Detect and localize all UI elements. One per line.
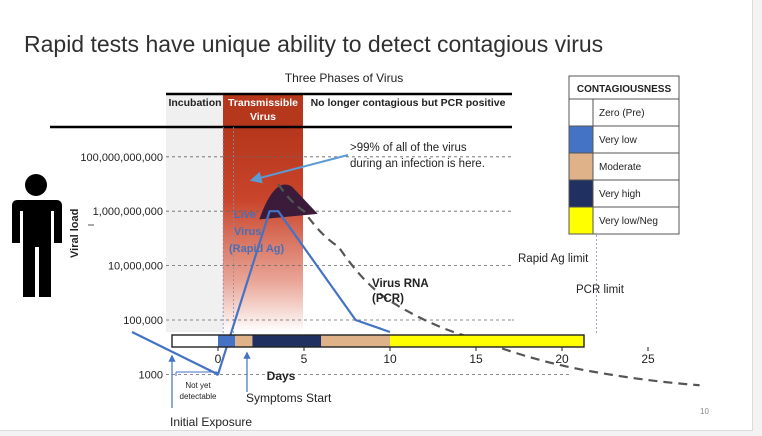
timeline-segment [235, 335, 253, 347]
legend-item-label: Very low/Neg [599, 216, 658, 227]
legend-swatch [568, 179, 594, 208]
legend-item-label: Zero (Pre) [599, 108, 645, 119]
phase-incubation-label: Incubation [168, 97, 221, 109]
phase-pcr-positive-label: No longer contagious but PCR positive [311, 97, 506, 109]
annotation-virus-share-line2: during an infection is here. [350, 158, 485, 170]
legend-cell [592, 206, 680, 235]
timeline-outline [171, 334, 585, 348]
timeline-segment [218, 335, 236, 347]
legend-cell [592, 125, 680, 154]
legend-swatch [568, 206, 594, 235]
legend-swatch [568, 152, 594, 181]
annotation-live: Live [234, 209, 256, 221]
symptoms-start-label: Symptoms Start [246, 391, 332, 405]
legend: CONTAGIOUSNESS Zero (Pre) Very low Moderat… [568, 75, 680, 235]
incubation-band [166, 95, 223, 332]
page-number: 10 [700, 407, 709, 416]
not-yet-label-1: Not yet [185, 381, 211, 390]
y-tick-label: 1,000,000,000 [93, 206, 163, 218]
phase-virus-label: Virus [250, 111, 276, 123]
y-axis-label: Viral load [69, 209, 81, 258]
initial-exposure-label: Initial Exposure [170, 415, 252, 429]
pcr-limit-label: PCR limit [576, 284, 625, 296]
x-tick-label: 20 [555, 352, 569, 366]
legend-title: CONTAGIOUSNESS [577, 84, 672, 95]
timeline-segment [390, 335, 584, 347]
x-tick-label: 0 [215, 352, 222, 366]
x-axis: 0 5 10 15 20 25 [215, 347, 655, 366]
legend-item-label: Moderate [599, 162, 642, 173]
chart-svg: Rapid tests have unique ability to detec… [12, 31, 709, 429]
x-axis-label: Days [267, 369, 296, 383]
annotation-virus: Virus [234, 226, 261, 238]
slide-title: Rapid tests have unique ability to detec… [24, 31, 603, 57]
x-tick-label: 25 [641, 352, 655, 366]
live-virus-curve [131, 210, 391, 376]
annotation-rna-line1: Virus RNA [372, 278, 429, 290]
y-tick-label: 100,000,000,000 [80, 152, 163, 164]
slide: Rapid tests have unique ability to detec… [0, 0, 753, 431]
annotation-virus-share-line1: >99% of all of the virus [350, 142, 467, 154]
timeline-segment [252, 335, 322, 347]
chart-title: Three Phases of Virus [285, 71, 404, 85]
y-tick-label: 1000 [139, 369, 163, 381]
x-tick-label: 15 [469, 352, 483, 366]
x-tick-label: 10 [383, 352, 397, 366]
timeline-segment [321, 335, 390, 347]
timeline-bar [171, 334, 585, 348]
y-tick-label: 10,000,000 [108, 261, 163, 273]
legend-cell [592, 152, 680, 181]
rapid-ag-limit-label: Rapid Ag limit [518, 253, 589, 265]
legend-item-label: Very high [599, 189, 641, 200]
y-tick-label: 100,000 [123, 315, 163, 327]
not-yet-label-2: detectable [180, 392, 217, 401]
annotation-rna-line2: (PCR) [372, 293, 404, 305]
person-icon [12, 174, 62, 297]
annotation-pointer-arrow [249, 154, 349, 184]
legend-swatch [568, 98, 594, 127]
x-tick-label: 5 [301, 352, 308, 366]
timeline-segment [172, 335, 218, 347]
transmissible-header-band [223, 95, 303, 128]
legend-swatch [568, 125, 594, 154]
legend-item-label: Very low [599, 135, 638, 146]
phase-transmissible-label: Transmissible [228, 97, 298, 109]
annotation-rapid-ag: (Rapid Ag) [229, 243, 285, 255]
grid-layer: 100,000,000,000 1,000,000,000 10,000,000 10… [80, 127, 597, 381]
curve-layer [131, 183, 700, 387]
